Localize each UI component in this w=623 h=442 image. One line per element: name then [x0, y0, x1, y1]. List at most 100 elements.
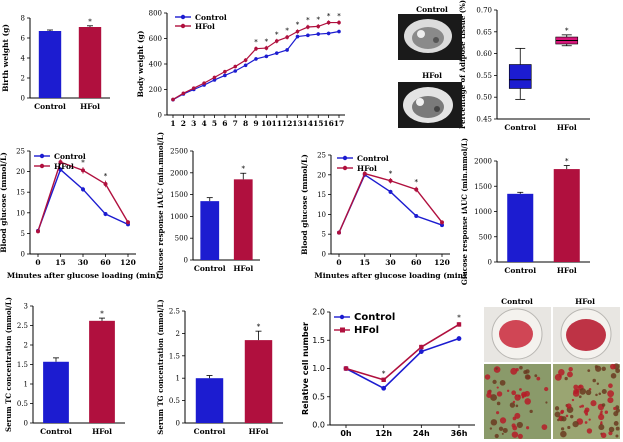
gtt-line-1-xtick-label: 60 — [100, 258, 110, 267]
body-weight-point — [243, 58, 248, 62]
lipid-droplet — [517, 433, 523, 439]
body-weight-sig-mark: * — [317, 16, 321, 24]
cell-number-point — [456, 322, 462, 327]
body-weight-xtick-label: 12 — [282, 119, 292, 128]
serum-tg-ytick-label: 1.5 — [169, 352, 180, 360]
lipid-droplet — [587, 369, 591, 373]
gtt-line-1-ytick-label: 10 — [16, 209, 25, 217]
body-weight-point — [285, 35, 289, 40]
birth-weight-ytick-label: 6 — [21, 35, 26, 43]
serum-tg-category-label: HFol — [249, 427, 269, 436]
body-weight-point — [254, 57, 258, 61]
gtt-iauc-1-ytick-label: 500 — [175, 235, 188, 243]
gtt-line-1-ytick-label: 20 — [16, 168, 25, 176]
body-weight-legend-label: Control — [195, 13, 227, 22]
birth-weight-category-label: Control — [34, 102, 66, 111]
body-weight-point — [233, 69, 238, 73]
gtt-line-1-sig-mark: * — [81, 159, 85, 167]
body-weight-point — [264, 46, 269, 50]
lipid-droplet — [610, 373, 617, 379]
lipid-droplet — [596, 382, 600, 386]
body-weight-xtick-label: 15 — [313, 119, 323, 128]
lipid-droplet — [560, 410, 564, 415]
lipid-droplet — [498, 426, 504, 431]
gtt-iauc-2-ytick-label: 500 — [479, 233, 492, 241]
body-weight-xtick-label: 10 — [261, 119, 271, 128]
body-weight-point — [212, 75, 217, 80]
gtt-line-2-legend-label: Control — [357, 154, 389, 163]
gtt-line-1-ytick-label: 25 — [16, 148, 25, 156]
body-weight-xtick-label: 3 — [191, 119, 196, 128]
gtt-iauc-1-ytick-label: 2000 — [170, 169, 188, 177]
gtt-line-2-xtick-label: 15 — [360, 258, 370, 267]
lipid-droplet — [601, 366, 606, 372]
photo-control-title: Control — [501, 297, 533, 306]
gtt-line-1-point — [81, 187, 85, 192]
cell-number-ytick-label: 0.5 — [312, 392, 325, 401]
lipid-droplet — [570, 414, 574, 419]
lipid-droplet — [511, 431, 519, 438]
serum-tc-ytick-label: 0 — [24, 420, 28, 428]
ct-control-title: Control — [416, 5, 448, 14]
gtt-line-2-legend-marker — [342, 155, 348, 161]
cell-number-xtick-label: 12h — [375, 429, 392, 438]
body-weight-legend-label: HFol — [195, 22, 215, 31]
body-weight-xtick-label: 8 — [243, 119, 248, 128]
gtt-iauc-1-bar — [200, 201, 220, 260]
lipid-droplet — [615, 434, 619, 438]
lipid-droplet — [494, 433, 499, 439]
gtt-iauc-1-ytick-label: 1500 — [170, 191, 188, 199]
micro-control-photo — [484, 364, 551, 439]
gtt-line-2-ytick-label: 10 — [317, 211, 326, 219]
lipid-droplet — [514, 394, 521, 401]
lipid-droplet — [567, 371, 573, 378]
lipid-droplet — [615, 368, 620, 374]
lipid-droplet — [585, 389, 592, 396]
serum-tc-bar — [43, 361, 69, 423]
cell-number-point — [343, 366, 349, 371]
birth-weight-bar — [38, 31, 62, 98]
gtt-iauc-2-bar — [507, 193, 534, 262]
lipid-droplet — [526, 426, 530, 430]
serum-tg-ytick-label: 0 — [176, 420, 180, 428]
body-weight-point — [223, 69, 227, 74]
cell-number-ylabel: Relative cell number — [301, 322, 310, 415]
gtt-line-1-xtick-label: 15 — [55, 258, 65, 267]
lipid-droplet — [586, 428, 593, 434]
body-weight-point — [337, 29, 341, 34]
birth-weight-sig-mark: * — [88, 18, 92, 26]
lipid-droplet — [565, 414, 569, 418]
serum-tc-ytick-label: 0.5 — [17, 400, 28, 408]
gtt-line-2-point — [414, 213, 419, 218]
gtt-line-1-legend-marker — [39, 153, 45, 159]
lipid-droplet — [578, 385, 582, 389]
ct-control-bone — [417, 30, 425, 38]
adipose-category-label: HFol — [557, 123, 577, 132]
body-weight-ylabel: Body weight (g) — [136, 31, 145, 98]
lipid-droplet — [529, 409, 533, 414]
lipid-droplet — [496, 386, 499, 389]
body-weight-point — [337, 20, 341, 25]
body-weight-point — [316, 32, 321, 36]
body-weight-xtick-label: 4 — [202, 119, 207, 128]
gtt-line-2-xtick-label: 0 — [336, 258, 341, 267]
lipid-droplet — [581, 404, 585, 408]
lipid-droplet — [579, 388, 587, 395]
body-weight-point — [274, 39, 279, 43]
cell-number-legend-label: Control — [354, 312, 395, 323]
gtt-line-2-xtick-label: 60 — [411, 258, 421, 267]
gtt-line-2-sig-mark: * — [389, 170, 393, 178]
gtt-iauc-2-ytick-label: 1000 — [474, 208, 492, 216]
lipid-droplet — [592, 378, 596, 383]
serum-tc-category-label: HFol — [92, 427, 112, 436]
cell-number-legend-marker — [340, 327, 345, 333]
lipid-droplet — [534, 374, 538, 378]
lipid-droplet — [499, 417, 507, 424]
cell-number-xtick-label: 24h — [413, 429, 430, 438]
gtt-iauc-2-sig-mark: * — [565, 158, 569, 166]
lipid-droplet — [499, 379, 506, 386]
lipid-droplet — [566, 403, 572, 409]
cell-number-ytick-label: 1.0 — [312, 364, 325, 373]
lipid-droplet — [510, 367, 518, 375]
